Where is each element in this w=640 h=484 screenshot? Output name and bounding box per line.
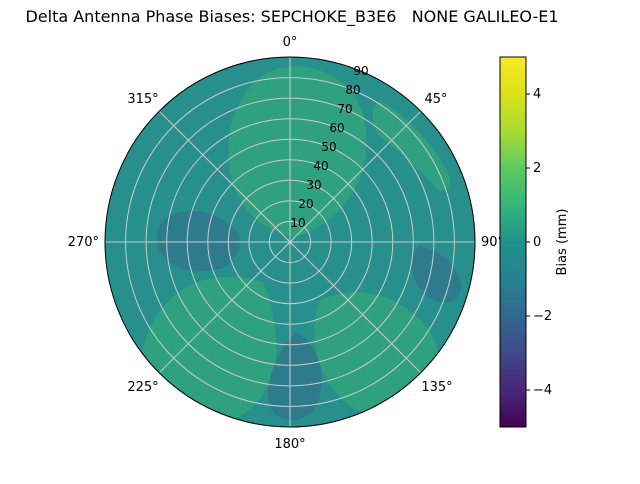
- colorbar-tick-label-m4: −4: [533, 383, 552, 398]
- contour-region-bottom-dark: [268, 332, 322, 421]
- contour-region-rim-green-ne: [372, 100, 450, 192]
- r-tick-label-20: 20: [298, 197, 313, 211]
- theta-tick-label-90: 90°: [481, 235, 504, 250]
- polar-axes-outline: [104, 56, 476, 428]
- theta-tick-label-315: 315°: [127, 92, 158, 107]
- r-tick-label-60: 60: [329, 121, 344, 135]
- grid-spoke-45: [289, 110, 422, 243]
- r-tick-label-80: 80: [345, 83, 360, 97]
- grid-spoke-225: [158, 241, 291, 374]
- r-tick-label-40: 40: [313, 159, 328, 173]
- colorbar-tick-label-0: 0: [533, 235, 541, 250]
- colorbar-gradient: [500, 57, 526, 427]
- colorbar-axis-label: Bias (mm): [555, 209, 570, 276]
- grid-spoke-135: [289, 241, 422, 374]
- contour-region-top-green: [228, 66, 367, 237]
- theta-tick-label-180: 180°: [274, 437, 305, 452]
- colorbar-tick-label-4: 4: [533, 87, 541, 102]
- theta-tick-label-270: 270°: [68, 235, 99, 250]
- r-tick-label-10: 10: [290, 216, 305, 230]
- theta-tick-label-135: 135°: [421, 380, 452, 395]
- chart-title: Delta Antenna Phase Biases: SEPCHOKE_B3E…: [25, 7, 558, 27]
- r-tick-label-50: 50: [321, 140, 336, 154]
- r-tick-label-70: 70: [337, 102, 352, 116]
- theta-tick-labels: 0° 45° 90° 135° 180° 225° 270° 315°: [68, 35, 504, 452]
- theta-tick-label-45: 45°: [424, 92, 447, 107]
- r-tick-label-90: 90: [353, 64, 368, 78]
- polar-plot: 10 20 30 40 50 60 70 80 90 0° 45° 90° 13…: [68, 35, 504, 452]
- theta-tick-label-225: 225°: [127, 380, 158, 395]
- colorbar-tick-label-2: 2: [533, 161, 541, 176]
- r-tick-label-30: 30: [306, 178, 321, 192]
- theta-tick-label-0: 0°: [283, 35, 298, 50]
- contour-region-left-dark: [156, 210, 241, 272]
- polar-grid: [105, 57, 475, 427]
- colorbar-tick-label-m2: −2: [533, 309, 552, 324]
- grid-spoke-315: [158, 110, 291, 243]
- contour-region-right-dark: [411, 246, 462, 303]
- r-tick-labels: 10 20 30 40 50 60 70 80 90: [290, 64, 368, 230]
- colorbar: 4 2 0 −2 −4 Bias (mm): [499, 56, 570, 428]
